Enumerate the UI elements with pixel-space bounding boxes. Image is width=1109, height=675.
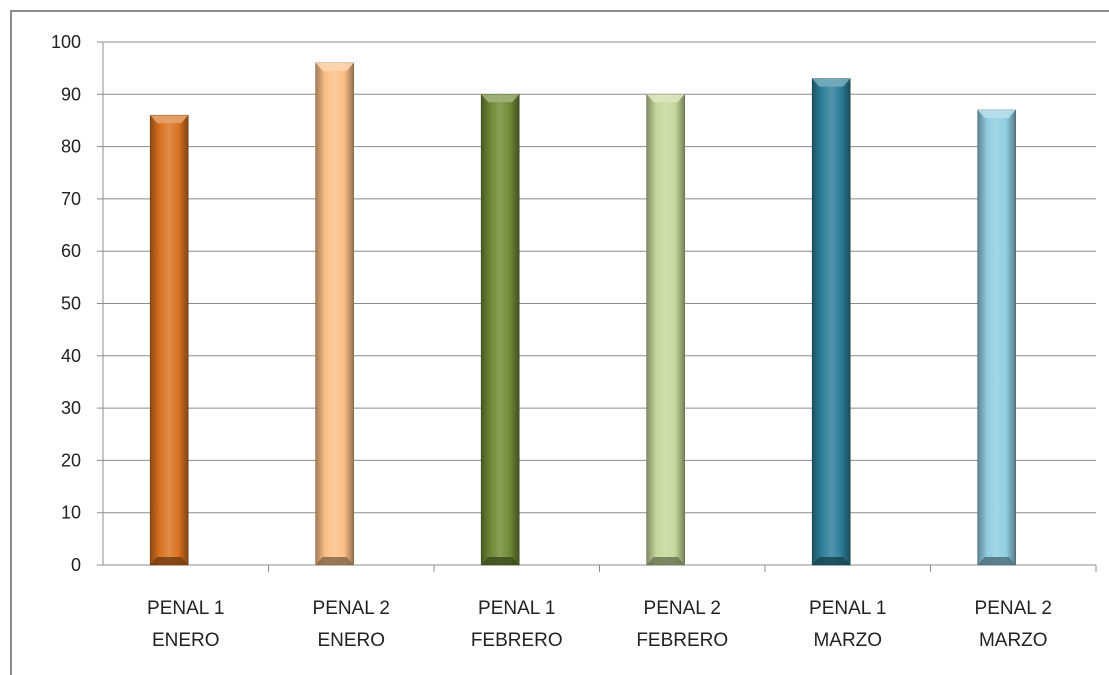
bar [811, 78, 851, 566]
bar-top-bevel [977, 109, 1016, 118]
y-tick-label: 10 [61, 503, 81, 523]
x-tick-label: PENAL 2 [644, 598, 721, 619]
bar-bottom-bevel [150, 557, 189, 565]
axes [97, 41, 1097, 572]
x-tick-label: PENAL 1 [809, 598, 886, 619]
y-tick-label: 30 [61, 398, 81, 418]
bar-top-bevel [150, 115, 189, 124]
x-tick-label: PENAL 1 [478, 598, 555, 619]
bar-top-bevel [812, 78, 851, 87]
x-tick-label: PENAL 2 [313, 598, 390, 619]
y-tick-label: 20 [61, 450, 81, 470]
x-tick-label: PENAL 1 [147, 598, 224, 619]
y-tick-label: 100 [51, 32, 81, 52]
bar [977, 109, 1017, 566]
y-tick-label: 50 [61, 294, 81, 314]
y-tick-label: 80 [61, 137, 81, 157]
bars [149, 62, 1017, 566]
x-tick-label: PENAL 2 [975, 598, 1052, 619]
axis-labels: 0 10 20 30 40 50 60 70 80 90 100 PENAL 1 ENERO PENAL … [51, 32, 1052, 651]
x-tick-label: FEBRERO [636, 630, 728, 651]
bar-bottom-bevel [977, 557, 1016, 565]
y-tick-label: 60 [61, 241, 81, 261]
bar-bottom-bevel [646, 557, 685, 565]
bar-bottom-bevel [315, 557, 354, 565]
x-tick-label: ENERO [152, 630, 220, 651]
bar-top-bevel [481, 94, 520, 103]
x-tick-label: MARZO [979, 630, 1048, 651]
bar-top-bevel [315, 62, 354, 71]
chart-frame [10, 10, 1109, 675]
y-tick-label: 40 [61, 346, 81, 366]
bar-top-bevel [646, 94, 685, 103]
bar [480, 94, 520, 566]
gridlines [103, 41, 1096, 514]
x-tick-label: FEBRERO [471, 630, 563, 651]
y-tick-label: 90 [61, 84, 81, 104]
x-tick-label: MARZO [813, 630, 882, 651]
bar-bottom-bevel [812, 557, 851, 565]
y-tick-label: 0 [71, 555, 81, 575]
x-tick-label: ENERO [317, 630, 385, 651]
bar [315, 62, 355, 566]
y-tick-label: 70 [61, 189, 81, 209]
bar [149, 114, 189, 566]
bar [646, 94, 686, 566]
bar-bottom-bevel [481, 557, 520, 565]
